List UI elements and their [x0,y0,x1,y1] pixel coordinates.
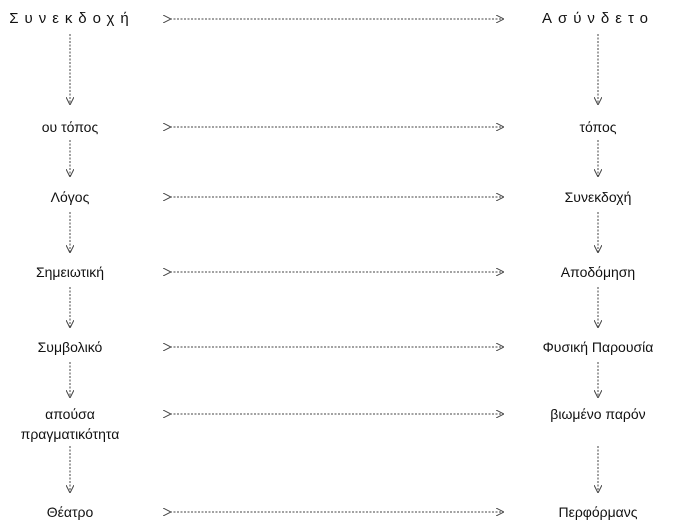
right-label-apodomisi: Αποδόμηση [560,264,636,280]
left-label-simeiotiki: Σημειωτική [35,264,105,280]
right-label-performans: Περφόρμανς [558,504,638,520]
right-label-asyndeto: Ασύνδετο [541,10,655,27]
left-label-logos: Λόγος [50,189,90,205]
left-label-theatro: Θέατρο [46,504,94,520]
left-label-symvoliko: Συμβολικό [37,339,103,355]
right-label-fysiki-parousia: Φυσική Παρουσία [542,339,654,355]
right-label-viomeno-paron: βιωμένο παρόν [550,406,646,422]
left-label-ou-topos: ου τόπος [41,119,99,135]
right-label-topos: τόπος [579,119,617,135]
left-label-apousa-pragmatikotita: απούσα πραγματικότητα [20,406,120,442]
left-label-synekdochi: Συνεκδοχή [9,10,135,27]
right-label-synekdochi: Συνεκδοχή [564,189,632,205]
